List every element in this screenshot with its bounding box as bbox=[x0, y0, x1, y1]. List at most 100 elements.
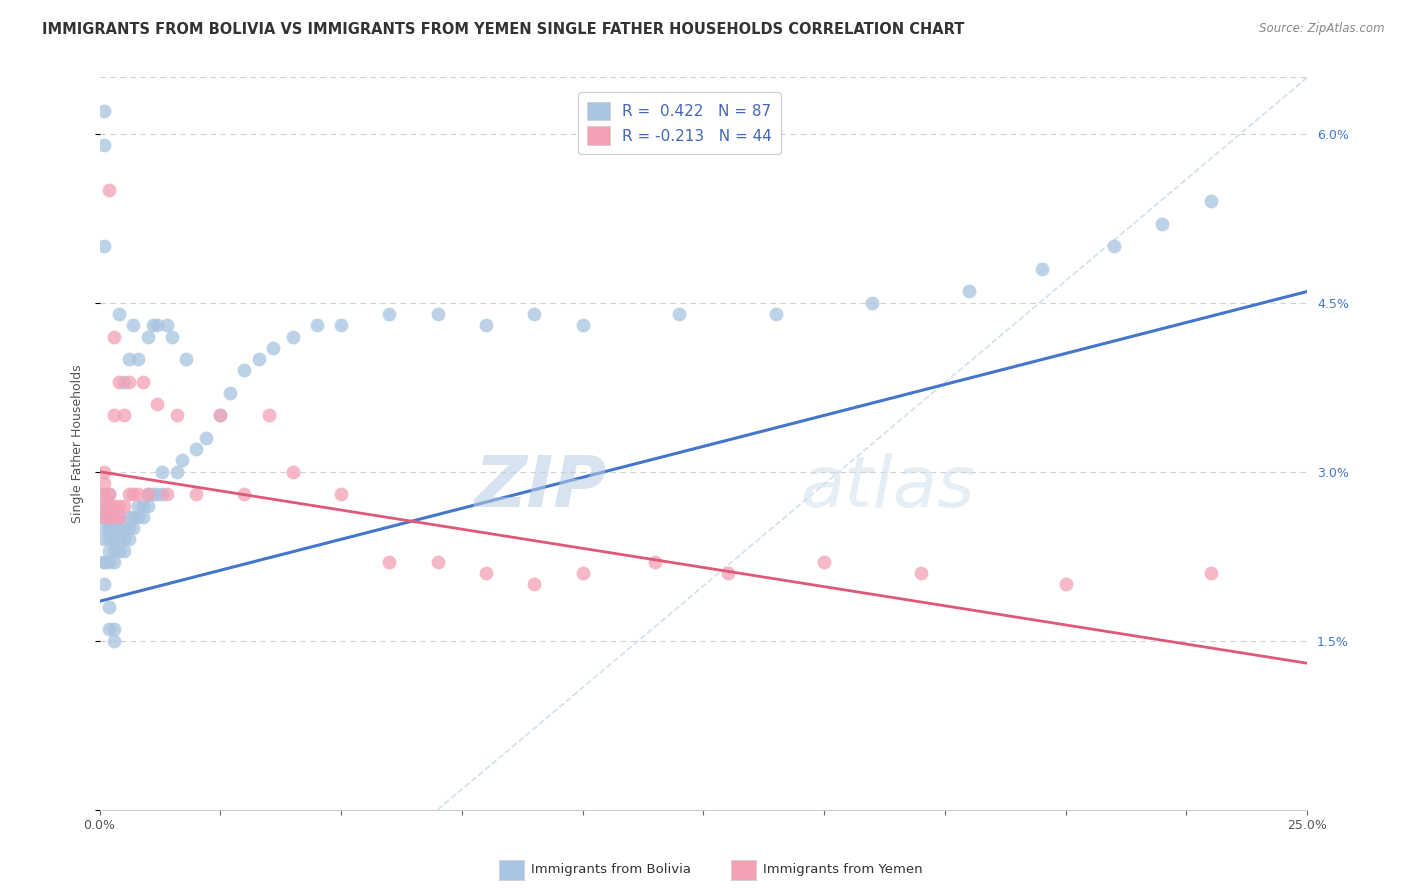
Point bbox=[98, 521, 121, 535]
Point bbox=[166, 409, 188, 423]
Point bbox=[668, 307, 690, 321]
Point bbox=[98, 499, 121, 513]
Point bbox=[378, 555, 401, 569]
Point bbox=[127, 499, 149, 513]
Point bbox=[93, 577, 115, 591]
Point bbox=[98, 555, 121, 569]
Point bbox=[813, 555, 835, 569]
Point bbox=[132, 375, 155, 389]
Point bbox=[957, 285, 980, 299]
Point bbox=[103, 555, 125, 569]
Point bbox=[194, 431, 217, 445]
Point bbox=[281, 329, 304, 343]
Text: Immigrants from Yemen: Immigrants from Yemen bbox=[763, 863, 924, 876]
Point bbox=[112, 521, 135, 535]
Point bbox=[112, 409, 135, 423]
Point bbox=[281, 465, 304, 479]
Point bbox=[184, 487, 207, 501]
Point bbox=[108, 533, 131, 547]
Point bbox=[475, 318, 498, 333]
Point bbox=[117, 509, 139, 524]
Point bbox=[112, 543, 135, 558]
Point bbox=[93, 509, 115, 524]
Point bbox=[136, 487, 159, 501]
Point bbox=[117, 375, 139, 389]
Point bbox=[523, 307, 546, 321]
Point bbox=[127, 509, 149, 524]
Point bbox=[122, 318, 145, 333]
Point bbox=[103, 633, 125, 648]
Text: Source: ZipAtlas.com: Source: ZipAtlas.com bbox=[1260, 22, 1385, 36]
Point bbox=[93, 555, 115, 569]
Point bbox=[112, 499, 135, 513]
Point bbox=[142, 487, 165, 501]
Point bbox=[98, 487, 121, 501]
Point bbox=[103, 533, 125, 547]
Point bbox=[98, 521, 121, 535]
Point bbox=[98, 599, 121, 614]
Point bbox=[98, 487, 121, 501]
Point bbox=[910, 566, 932, 580]
Point bbox=[122, 509, 145, 524]
Point bbox=[1054, 577, 1077, 591]
Point bbox=[644, 555, 666, 569]
Text: IMMIGRANTS FROM BOLIVIA VS IMMIGRANTS FROM YEMEN SINGLE FATHER HOUSEHOLDS CORREL: IMMIGRANTS FROM BOLIVIA VS IMMIGRANTS FR… bbox=[42, 22, 965, 37]
Point bbox=[93, 499, 115, 513]
Point bbox=[93, 533, 115, 547]
Point bbox=[108, 509, 131, 524]
Point bbox=[160, 329, 183, 343]
Point bbox=[93, 487, 115, 501]
Point bbox=[103, 509, 125, 524]
Point bbox=[103, 623, 125, 637]
Point bbox=[127, 487, 149, 501]
Point bbox=[108, 543, 131, 558]
Point bbox=[146, 318, 169, 333]
Point bbox=[103, 521, 125, 535]
Point bbox=[103, 509, 125, 524]
Point bbox=[262, 341, 284, 355]
Point bbox=[108, 499, 131, 513]
Point bbox=[117, 487, 139, 501]
Point bbox=[112, 375, 135, 389]
Point bbox=[103, 543, 125, 558]
Point bbox=[108, 375, 131, 389]
Point bbox=[108, 307, 131, 321]
Point bbox=[150, 487, 173, 501]
Point bbox=[93, 104, 115, 119]
Point bbox=[523, 577, 546, 591]
Point bbox=[112, 533, 135, 547]
Point bbox=[1199, 194, 1222, 209]
Point bbox=[136, 329, 159, 343]
Point bbox=[233, 363, 256, 377]
Point bbox=[209, 409, 232, 423]
Point bbox=[1031, 262, 1053, 277]
Text: ZIP: ZIP bbox=[474, 453, 607, 522]
Point bbox=[93, 465, 115, 479]
Point bbox=[571, 318, 593, 333]
Point bbox=[93, 138, 115, 153]
Point bbox=[136, 487, 159, 501]
Point bbox=[117, 521, 139, 535]
Text: atlas: atlas bbox=[800, 453, 974, 522]
Point bbox=[305, 318, 328, 333]
Point bbox=[122, 487, 145, 501]
Point bbox=[127, 352, 149, 367]
Point bbox=[136, 499, 159, 513]
Point bbox=[150, 465, 173, 479]
Point bbox=[170, 453, 193, 467]
Point bbox=[146, 487, 169, 501]
Point bbox=[862, 295, 884, 310]
Point bbox=[765, 307, 787, 321]
Point bbox=[98, 623, 121, 637]
Point bbox=[330, 318, 353, 333]
Point bbox=[247, 352, 270, 367]
Point bbox=[117, 533, 139, 547]
Point bbox=[209, 409, 232, 423]
Point bbox=[330, 487, 353, 501]
Point bbox=[156, 487, 179, 501]
Point bbox=[93, 521, 115, 535]
Point bbox=[93, 509, 115, 524]
Point bbox=[176, 352, 198, 367]
Point bbox=[98, 533, 121, 547]
Point bbox=[93, 555, 115, 569]
